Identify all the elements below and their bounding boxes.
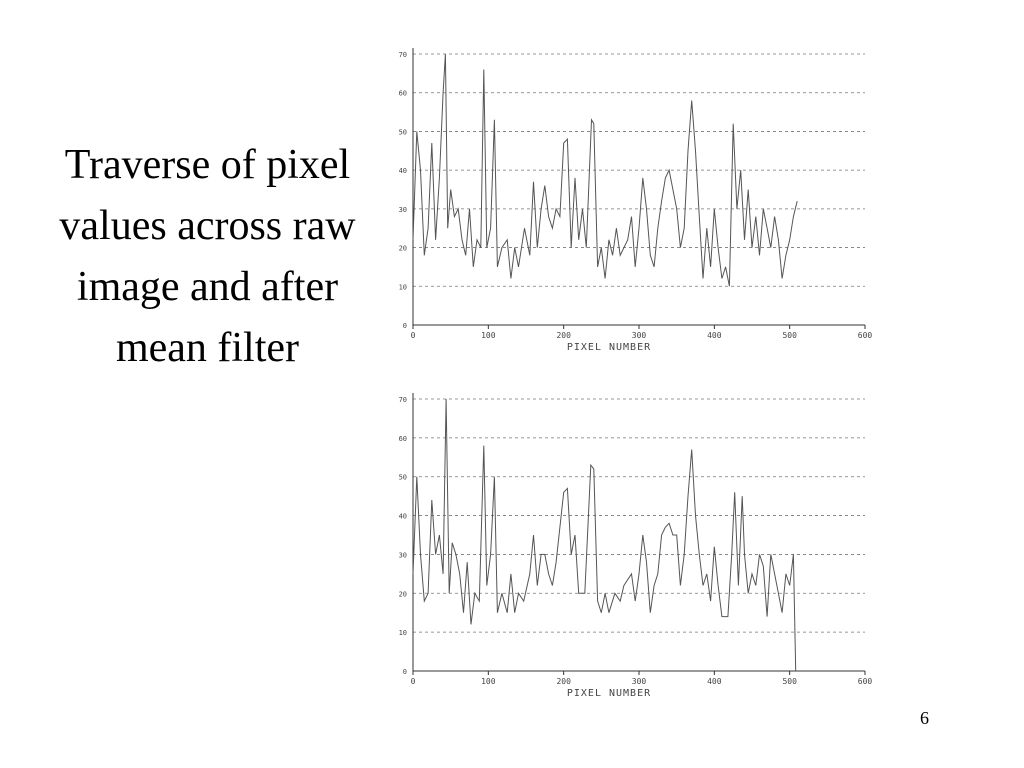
y-tick-label: 40 — [399, 167, 407, 175]
y-tick-label: 0 — [403, 668, 407, 676]
x-tick-label: 100 — [481, 677, 496, 686]
y-tick-label: 10 — [399, 629, 407, 637]
x-tick-label: 300 — [632, 331, 647, 340]
y-tick-label: 50 — [399, 128, 407, 136]
x-tick-label: 400 — [707, 331, 722, 340]
slide-title: Traverse of pixel values across raw imag… — [20, 135, 395, 379]
slide-number: 6 — [920, 708, 929, 728]
y-tick-label: 70 — [399, 51, 407, 59]
title-line: Traverse of pixel — [64, 142, 351, 188]
y-tick-label: 30 — [399, 206, 407, 214]
x-tick-label: 500 — [782, 677, 797, 686]
x-tick-label: 200 — [556, 677, 571, 686]
x-tick-label: 100 — [481, 331, 496, 340]
data-line — [412, 398, 797, 672]
title-line: values across raw — [59, 203, 356, 249]
y-tick-label: 50 — [399, 474, 407, 482]
x-tick-label: 300 — [632, 677, 647, 686]
title-line: image and after — [76, 264, 339, 310]
x-axis-label: PIXEL NUMBER — [567, 342, 651, 353]
y-tick-label: 60 — [399, 90, 407, 98]
title-line: mean filter — [115, 325, 300, 371]
x-tick-label: 0 — [411, 331, 416, 340]
x-tick-label: 0 — [411, 677, 416, 686]
x-tick-label: 600 — [858, 677, 873, 686]
x-tick-label: 600 — [858, 331, 873, 340]
x-axis-label: PIXEL NUMBER — [567, 688, 651, 699]
x-tick-label: 400 — [707, 677, 722, 686]
y-tick-label: 70 — [399, 396, 407, 404]
y-tick-label: 0 — [403, 322, 407, 330]
y-tick-label: 40 — [399, 513, 407, 521]
x-tick-label: 200 — [556, 331, 571, 340]
data-line — [412, 53, 798, 287]
y-tick-label: 10 — [399, 283, 407, 291]
x-tick-label: 500 — [782, 331, 797, 340]
y-tick-label: 60 — [399, 435, 407, 443]
y-tick-label: 20 — [399, 245, 407, 253]
y-tick-label: 20 — [399, 590, 407, 598]
y-tick-label: 30 — [399, 551, 407, 559]
